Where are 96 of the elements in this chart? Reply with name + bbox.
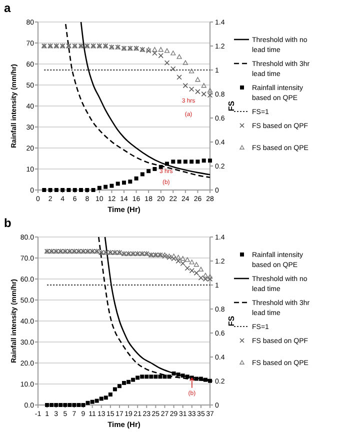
point [208, 158, 212, 163]
point [171, 160, 176, 164]
point [171, 254, 176, 258]
point [195, 77, 200, 82]
point [126, 380, 131, 384]
point [190, 160, 194, 164]
point [104, 396, 108, 400]
point [90, 400, 94, 404]
point [79, 188, 83, 192]
point [66, 188, 71, 192]
point [203, 378, 208, 382]
point [149, 374, 154, 379]
point [134, 176, 138, 180]
point [201, 83, 206, 88]
point [158, 374, 162, 379]
point [170, 50, 176, 56]
point [99, 396, 104, 401]
point [86, 400, 90, 405]
chart-title: a [4, 1, 11, 15]
point [97, 186, 102, 190]
point [54, 188, 58, 192]
point [165, 162, 169, 166]
point [202, 276, 208, 282]
point [207, 276, 213, 282]
point [167, 374, 172, 379]
point [189, 268, 194, 274]
chart-title: b [4, 216, 12, 230]
point [128, 180, 132, 184]
point [176, 372, 180, 377]
point [164, 48, 170, 53]
point [207, 92, 213, 98]
point [207, 274, 213, 279]
point [184, 266, 190, 271]
point [164, 60, 170, 66]
y2-axis-title: FS [227, 100, 236, 112]
point [136, 376, 140, 380]
point [154, 374, 158, 379]
point [198, 376, 203, 381]
point [91, 188, 96, 192]
point [144, 374, 149, 379]
point [176, 54, 182, 59]
point [152, 47, 158, 52]
point [180, 256, 186, 261]
point [140, 172, 144, 176]
point [108, 392, 112, 396]
point [158, 164, 163, 169]
point [189, 260, 194, 264]
point [110, 184, 114, 188]
point [207, 88, 213, 93]
point [195, 89, 200, 94]
point [198, 275, 204, 280]
y2-axis-title: FS [227, 315, 236, 326]
point [58, 403, 63, 407]
point [122, 180, 126, 185]
point [194, 262, 199, 267]
point [202, 158, 206, 163]
point [182, 60, 188, 65]
point [162, 374, 167, 379]
point [50, 403, 54, 407]
point [182, 83, 188, 88]
point [122, 380, 126, 385]
point [180, 374, 185, 378]
point [158, 47, 164, 52]
point [188, 86, 194, 92]
point [183, 160, 188, 164]
point [117, 384, 122, 388]
point [42, 188, 46, 192]
point [116, 182, 120, 186]
point [196, 160, 200, 164]
point [185, 374, 190, 379]
point [131, 378, 136, 382]
point [152, 167, 157, 171]
point [76, 403, 81, 407]
point [194, 270, 200, 276]
point [180, 260, 186, 266]
point [171, 256, 176, 262]
point [184, 257, 190, 262]
point [198, 266, 204, 272]
point [177, 160, 182, 164]
point [176, 258, 181, 264]
point [170, 66, 176, 72]
point [68, 403, 72, 407]
point [176, 254, 181, 260]
point [152, 50, 158, 56]
point [201, 91, 206, 97]
point [189, 68, 194, 74]
point [104, 184, 108, 189]
point [176, 74, 182, 80]
point [140, 374, 144, 379]
point [146, 169, 151, 174]
point [94, 398, 99, 403]
point [112, 387, 117, 392]
point [172, 372, 176, 376]
point [194, 376, 198, 381]
point [158, 53, 164, 58]
point [202, 272, 208, 278]
